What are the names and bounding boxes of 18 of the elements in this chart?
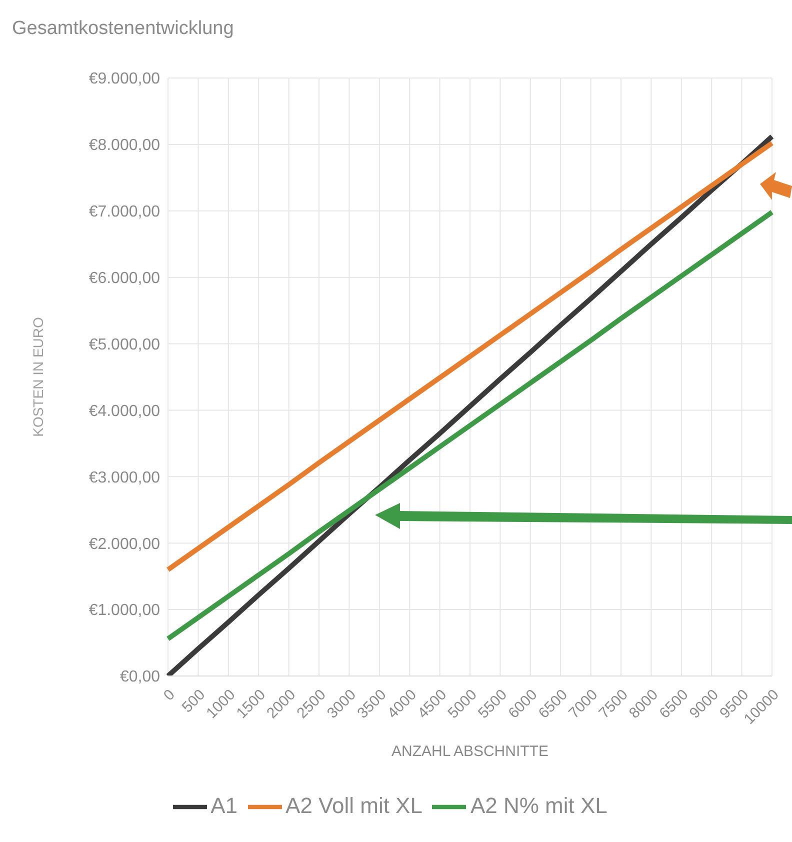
legend-label: A2 N% mit XL — [470, 792, 608, 818]
y-axis-title: KOSTEN IN EURO — [30, 316, 46, 437]
y-tick-label: €7.000,00 — [88, 204, 160, 221]
legend-label: A1 — [210, 792, 238, 818]
x-axis-title: ANZAHL ABSCHNITTE — [392, 743, 548, 760]
x-tick-label: 0 — [160, 686, 178, 704]
legend-label: A2 Voll mit XL — [286, 792, 422, 818]
y-tick-label: €1.000,00 — [88, 602, 160, 620]
y-tick-label: €3.000,00 — [88, 469, 160, 486]
y-tick-label: €8.000,00 — [88, 137, 160, 154]
y-tick-label: €0,00 — [120, 668, 160, 686]
chart-title: Gesamtkostenentwicklung — [12, 18, 234, 40]
y-tick-label: €9.000,00 — [88, 70, 160, 88]
y-tick-label: €2.000,00 — [88, 536, 160, 553]
x-tick-label: 500 — [178, 686, 209, 716]
y-tick-label: €6.000,00 — [88, 270, 160, 288]
y-tick-label: €4.000,00 — [88, 402, 160, 420]
y-tick-label: €5.000,00 — [88, 336, 160, 354]
